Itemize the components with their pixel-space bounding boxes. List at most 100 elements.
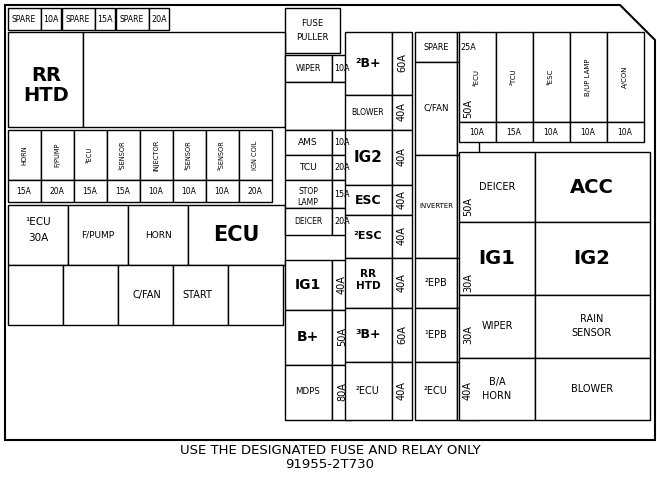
Bar xyxy=(459,122,496,142)
Bar xyxy=(345,308,392,362)
Text: HORN: HORN xyxy=(145,230,172,240)
Bar xyxy=(332,310,352,365)
Bar xyxy=(332,130,352,155)
Bar xyxy=(459,358,535,420)
Bar xyxy=(535,222,650,295)
Text: 15A: 15A xyxy=(82,186,98,195)
Bar xyxy=(533,32,570,122)
Bar xyxy=(62,8,95,30)
Text: 50A: 50A xyxy=(463,196,473,216)
Bar xyxy=(415,258,457,308)
Text: 40A: 40A xyxy=(463,382,473,400)
Text: ²ECU: ²ECU xyxy=(424,386,448,396)
Text: IG2: IG2 xyxy=(574,249,610,267)
Bar xyxy=(239,180,272,202)
Text: LAMP: LAMP xyxy=(298,197,318,206)
Bar xyxy=(41,180,74,202)
Text: ³B+: ³B+ xyxy=(355,329,381,342)
Bar xyxy=(392,308,412,362)
Text: ⁴ECU: ⁴ECU xyxy=(474,68,480,85)
Bar xyxy=(128,205,188,265)
Bar xyxy=(535,358,650,420)
Text: SPARE: SPARE xyxy=(66,14,90,23)
Text: 40A: 40A xyxy=(397,191,407,209)
Text: 91955-2T730: 91955-2T730 xyxy=(286,458,374,471)
Text: ³ECU: ³ECU xyxy=(87,147,93,163)
Bar xyxy=(332,208,352,235)
Text: 20A: 20A xyxy=(248,186,263,195)
Text: USE THE DESIGNATED FUSE AND RELAY ONLY: USE THE DESIGNATED FUSE AND RELAY ONLY xyxy=(180,444,480,456)
Text: ³SENSOR: ³SENSOR xyxy=(186,140,192,170)
Bar xyxy=(496,122,533,142)
Text: HTD: HTD xyxy=(23,85,69,104)
Text: SENSOR: SENSOR xyxy=(572,328,612,338)
Text: ACC: ACC xyxy=(570,178,614,196)
Text: 50A: 50A xyxy=(337,328,347,346)
Bar xyxy=(345,185,392,215)
Text: ESC: ESC xyxy=(354,194,381,206)
Text: ¹EPB: ¹EPB xyxy=(424,330,447,340)
Bar xyxy=(83,32,285,127)
Text: ECU: ECU xyxy=(213,225,259,245)
Bar xyxy=(8,180,41,202)
Text: 10A: 10A xyxy=(148,186,164,195)
Text: C/FAN: C/FAN xyxy=(423,103,449,113)
Bar xyxy=(457,62,479,155)
Bar xyxy=(228,265,283,325)
Polygon shape xyxy=(5,5,655,440)
Text: AMS: AMS xyxy=(298,137,318,147)
Bar xyxy=(332,365,352,420)
Bar xyxy=(415,308,457,362)
Bar xyxy=(8,32,83,127)
Text: 15A: 15A xyxy=(16,186,32,195)
Bar xyxy=(459,32,496,122)
Bar xyxy=(206,180,239,202)
Bar xyxy=(332,55,352,82)
Bar xyxy=(285,8,340,53)
Text: TCU: TCU xyxy=(299,162,317,171)
Text: HORN: HORN xyxy=(21,145,27,165)
Text: 15A: 15A xyxy=(97,14,113,23)
Bar xyxy=(607,122,644,142)
Bar xyxy=(41,8,61,30)
Bar xyxy=(392,32,412,95)
Bar xyxy=(285,208,332,235)
Bar xyxy=(345,130,392,185)
Bar xyxy=(459,295,535,358)
Text: 40A: 40A xyxy=(397,274,407,293)
Text: ¹SENSOR: ¹SENSOR xyxy=(120,140,126,170)
Bar xyxy=(140,130,173,180)
Bar xyxy=(392,258,412,308)
Bar xyxy=(345,362,392,420)
Bar xyxy=(392,185,412,215)
Text: 20A: 20A xyxy=(334,217,350,226)
Bar xyxy=(392,362,412,420)
Text: 10A: 10A xyxy=(544,127,558,137)
Text: 30A: 30A xyxy=(463,326,473,344)
Text: 10A: 10A xyxy=(182,186,197,195)
Text: 40A: 40A xyxy=(397,227,407,245)
Text: PULLER: PULLER xyxy=(296,33,328,42)
Bar xyxy=(173,180,206,202)
Text: INVERTER: INVERTER xyxy=(419,203,453,209)
Bar xyxy=(68,205,128,265)
Text: 10A: 10A xyxy=(214,186,230,195)
Bar xyxy=(332,155,352,180)
Text: IG1: IG1 xyxy=(478,249,515,267)
Bar xyxy=(392,130,412,185)
Text: RR: RR xyxy=(31,66,61,84)
Text: START: START xyxy=(182,290,212,300)
Bar xyxy=(570,122,607,142)
Text: 40A: 40A xyxy=(397,148,407,166)
Text: 30A: 30A xyxy=(463,274,473,293)
Bar xyxy=(149,8,169,30)
Bar xyxy=(63,265,118,325)
Bar xyxy=(285,260,332,310)
Bar xyxy=(392,95,412,130)
Bar xyxy=(457,308,479,362)
Bar xyxy=(285,130,332,155)
Text: IGN COIL: IGN COIL xyxy=(252,140,258,170)
Text: ²ECU: ²ECU xyxy=(356,386,380,396)
Text: BLOWER: BLOWER xyxy=(571,384,613,394)
Bar xyxy=(415,32,457,62)
